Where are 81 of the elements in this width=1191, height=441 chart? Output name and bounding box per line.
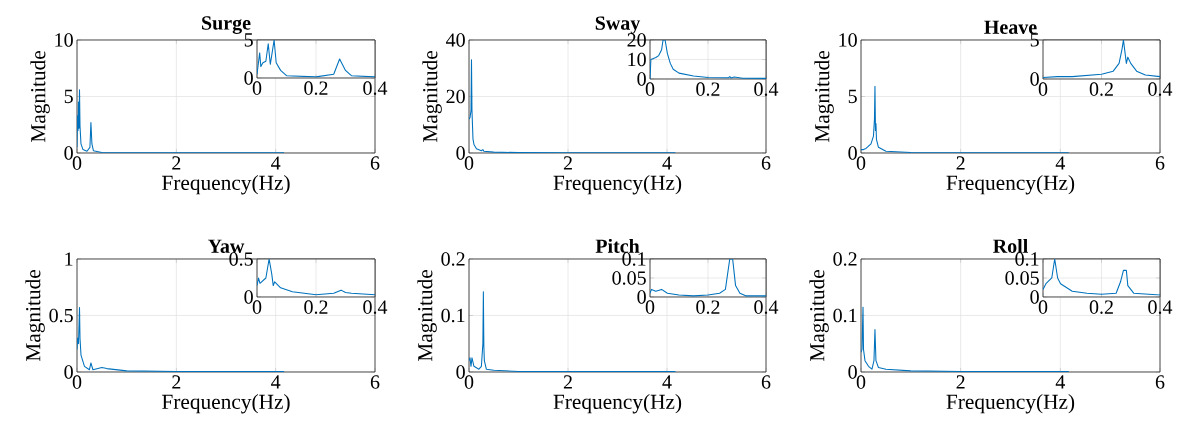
y-tick-label: 0.1 [833,308,857,323]
x-tick-label: 2 [563,375,572,389]
y-tick-label: 0 [637,72,646,86]
x-axis-title: Frequency(Hz) [162,175,290,195]
x-axis-title: Frequency(Hz) [162,394,290,414]
x-axis-title: Frequency(Hz) [946,394,1075,414]
x-tick-label: 6 [370,375,380,389]
y-tick-label: 0 [848,365,857,379]
y-tick-label: 0 [244,290,253,304]
x-tick-label: 0.4 [1148,82,1173,96]
y-axis-title: Magnitude [417,270,437,362]
y-tick-label: 5 [1030,33,1039,47]
y-tick-label: 0 [637,290,646,304]
x-tick-label: 4 [271,375,281,389]
x-tick-label: 0.2 [1089,300,1113,314]
x-tick-label: 4 [1055,156,1066,170]
y-tick-label: 5 [64,89,73,104]
y-tick-label: 0.1 [622,252,646,266]
y-tick-label: 0.1 [1015,252,1039,266]
chart-title: Roll [993,238,1028,253]
y-tick-label: 1 [65,252,73,266]
x-tick-label: 0.4 [363,300,388,314]
y-tick-label: 10 [839,33,857,47]
y-axis-title: Magnitude [809,270,829,362]
y-tick-label: 20 [446,89,465,104]
x-tick-label: 2 [172,375,181,389]
x-axis-title: Frequency(Hz) [553,175,682,195]
y-tick-label: 0.2 [833,252,857,266]
x-tick-label: 2 [172,156,181,170]
y-axis-title: Magnitude [25,270,45,362]
y-tick-label: 0 [1030,72,1039,86]
x-tick-label: 0.2 [304,300,328,314]
y-tick-label: 40 [446,33,465,47]
x-tick-label: 0.4 [1148,300,1173,314]
x-tick-label: 2 [956,156,965,170]
y-tick-label: 5 [848,89,857,104]
chart-title: Yaw [208,239,245,253]
x-tick-label: 4 [271,156,281,170]
x-tick-label: 4 [662,156,672,170]
y-tick-label: 0 [848,146,857,160]
x-tick-label: 0.2 [696,82,720,96]
y-tick-label: 0 [456,365,465,379]
y-tick-label: 0 [64,146,73,160]
y-tick-label: 0 [244,71,253,85]
y-axis-title: Magnitude [422,51,442,143]
x-tick-label: 6 [761,156,771,170]
chart-title: Pitch [595,238,640,253]
x-axis-title: Frequency(Hz) [553,394,682,414]
y-tick-label: 0.05 [1005,271,1039,285]
y-tick-label: 0.1 [441,308,465,323]
chart-title: Surge [202,16,251,34]
y-tick-label: 0.2 [441,252,465,266]
x-tick-label: 6 [370,156,380,170]
y-tick-label: 0.05 [612,271,646,285]
y-tick-label: 10 [628,52,646,67]
y-tick-label: 0 [456,146,465,160]
x-tick-label: 0.2 [1089,82,1113,96]
y-tick-label: 0.5 [229,252,253,266]
x-tick-label: 2 [956,375,965,389]
y-tick-label: 20 [627,33,646,47]
x-tick-label: 0.4 [363,81,388,95]
x-tick-label: 2 [563,156,572,170]
y-tick-label: 0 [1030,290,1039,304]
x-tick-label: 0.2 [304,81,328,95]
y-axis-title: Magnitude [814,51,834,143]
x-tick-label: 0.4 [754,300,779,314]
chart-title: Heave [984,20,1037,34]
y-tick-label: 10 [55,33,73,47]
y-tick-label: 5 [244,33,253,47]
x-tick-label: 4 [1055,375,1066,389]
chart-title: Sway [595,16,641,34]
x-tick-label: 0.2 [696,300,720,314]
x-tick-label: 0.4 [754,82,779,96]
y-tick-label: 0 [64,365,73,379]
x-tick-label: 4 [662,375,672,389]
y-axis-title: Magnitude [30,51,50,143]
x-tick-label: 6 [1155,156,1165,170]
x-axis-title: Frequency(Hz) [946,175,1075,195]
x-tick-label: 6 [1155,375,1165,389]
x-tick-label: 6 [761,375,771,389]
y-tick-label: 0.5 [49,308,73,323]
